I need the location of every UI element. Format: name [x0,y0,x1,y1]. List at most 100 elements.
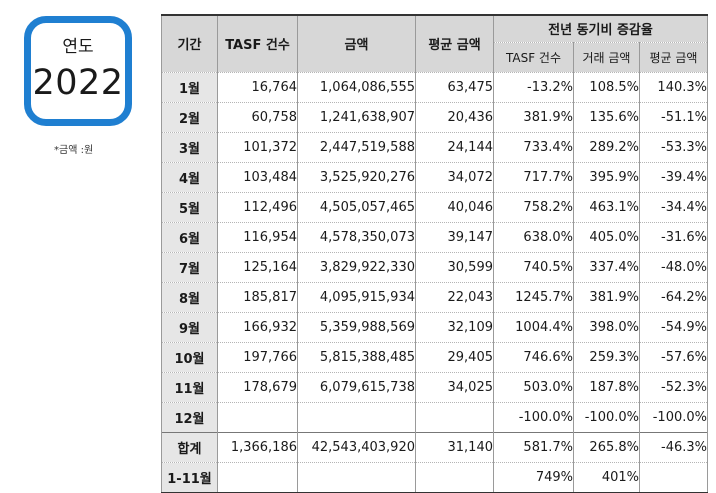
yoy-average-cell: -52.3% [639,372,708,403]
yoy-average-cell: -54.9% [639,312,708,343]
period-cell: 2월 [161,102,218,133]
table-row: 1월 16,764 1,064,086,555 63,475 -13.2% 10… [161,72,708,103]
table-row: 3월 101,372 2,447,519,588 24,144 733.4% 2… [161,132,708,163]
yoy-count-cell: 746.6% [493,342,574,373]
yoy-average-cell: -53.3% [639,132,708,163]
average-cell: 34,025 [415,372,494,403]
average-cell: 31,140 [415,431,494,463]
year-value: 2022 [32,63,124,103]
table-row: 4월 103,484 3,525,920,276 34,072 717.7% 3… [161,162,708,193]
count-cell: 116,954 [217,222,298,253]
amount-cell: 3,829,922,330 [297,252,416,283]
yoy-average-cell: -51.1% [639,102,708,133]
count-cell: 112,496 [217,192,298,223]
period-cell: 7월 [161,252,218,283]
period-cell: 1-11월 [161,462,218,493]
yoy-average-cell: -34.4% [639,192,708,223]
yoy-count-cell: 581.7% [493,431,574,463]
yoy-amount-cell: 395.9% [573,162,640,193]
period-cell: 합계 [161,431,218,463]
yoy-amount-cell: 463.1% [573,192,640,223]
statistics-table: 기간 TASF 건수 금액 평균 금액 전년 동기비 증감율 TASF 건수 거… [161,14,708,493]
average-cell: 24,144 [415,132,494,163]
amount-cell: 1,064,086,555 [297,72,416,103]
table-row: 9월 166,932 5,359,988,569 32,109 1004.4% … [161,312,708,343]
count-cell: 101,372 [217,132,298,163]
yoy-average-cell [639,462,708,493]
table-row: 7월 125,164 3,829,922,330 30,599 740.5% 3… [161,252,708,283]
yoy-amount-cell: -100.0% [573,402,640,433]
yoy-amount-cell: 398.0% [573,312,640,343]
table-row: 8월 185,817 4,095,915,934 22,043 1245.7% … [161,282,708,313]
amount-cell: 5,815,388,485 [297,342,416,373]
amount-cell: 1,241,638,907 [297,102,416,133]
period-cell: 1월 [161,72,218,103]
count-cell [217,402,298,433]
period-cell: 4월 [161,162,218,193]
yoy-amount-cell: 381.9% [573,282,640,313]
yoy-amount-cell: 135.6% [573,102,640,133]
average-cell: 22,043 [415,282,494,313]
period-cell: 12월 [161,402,218,433]
average-cell: 40,046 [415,192,494,223]
average-cell: 32,109 [415,312,494,343]
count-cell: 185,817 [217,282,298,313]
table-row: 2월 60,758 1,241,638,907 20,436 381.9% 13… [161,102,708,133]
average-cell: 34,072 [415,162,494,193]
header-yoy-amount: 거래 금액 [573,42,640,73]
yoy-amount-cell: 337.4% [573,252,640,283]
yoy-count-cell: 638.0% [493,222,574,253]
yoy-average-cell: -31.6% [639,222,708,253]
count-cell: 1,366,186 [217,431,298,463]
count-cell: 60,758 [217,102,298,133]
table-row: 11월 178,679 6,079,615,738 34,025 503.0% … [161,372,708,403]
average-cell: 30,599 [415,252,494,283]
yoy-average-cell: -57.6% [639,342,708,373]
count-cell: 103,484 [217,162,298,193]
header-amount: 금액 [297,14,416,73]
total-row: 합계 1,366,186 42,543,403,920 31,140 581.7… [161,431,708,463]
amount-cell: 6,079,615,738 [297,372,416,403]
period-cell: 9월 [161,312,218,343]
header-yoy-average: 평균 금액 [639,42,708,73]
average-cell [415,402,494,433]
amount-cell [297,462,416,493]
period-cell: 6월 [161,222,218,253]
amount-cell: 4,095,915,934 [297,282,416,313]
yoy-count-cell: 717.7% [493,162,574,193]
yoy-count-cell: 503.0% [493,372,574,403]
year-box: 연도 2022 [24,16,132,126]
yoy-amount-cell: 187.8% [573,372,640,403]
amount-cell [297,402,416,433]
yoy-amount-cell: 289.2% [573,132,640,163]
yoy-average-cell: -100.0% [639,402,708,433]
yoy-average-cell: -64.2% [639,282,708,313]
header-period: 기간 [161,14,218,73]
yoy-amount-cell: 405.0% [573,222,640,253]
count-cell: 125,164 [217,252,298,283]
amount-cell: 4,578,350,073 [297,222,416,253]
unit-note: *금액 :원 [54,145,94,156]
yoy-count-cell: 1004.4% [493,312,574,343]
yoy-amount-cell: 259.3% [573,342,640,373]
yoy-average-cell: -46.3% [639,431,708,463]
table-row: 12월 -100.0% -100.0% -100.0% [161,402,708,433]
amount-cell: 42,543,403,920 [297,431,416,463]
partial-period-row: 1-11월 749% 401% [161,462,708,493]
average-cell [415,462,494,493]
header-average: 평균 금액 [415,14,494,73]
average-cell: 29,405 [415,342,494,373]
period-cell: 11월 [161,372,218,403]
period-cell: 10월 [161,342,218,373]
yoy-count-cell: 733.4% [493,132,574,163]
count-cell: 197,766 [217,342,298,373]
count-cell: 178,679 [217,372,298,403]
yoy-count-cell: 740.5% [493,252,574,283]
yoy-amount-cell: 108.5% [573,72,640,103]
count-cell [217,462,298,493]
average-cell: 39,147 [415,222,494,253]
header-yoy-group: 전년 동기비 증감율 [493,14,708,43]
yoy-count-cell: -13.2% [493,72,574,103]
count-cell: 166,932 [217,312,298,343]
period-cell: 5월 [161,192,218,223]
